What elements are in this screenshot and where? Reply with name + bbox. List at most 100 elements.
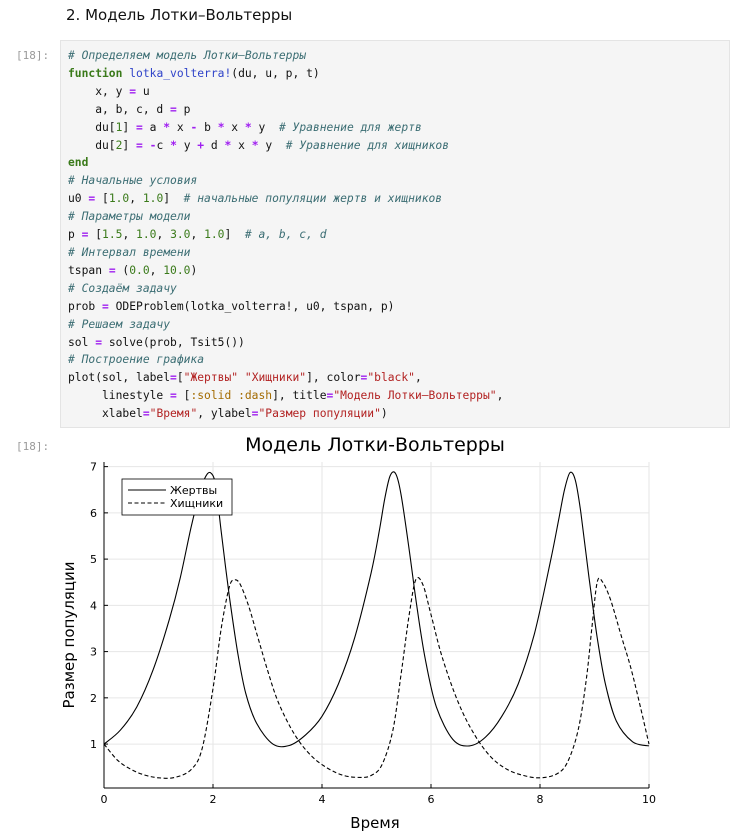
- y-tick-label: 2: [90, 692, 97, 705]
- code-token: 1.0: [142, 192, 164, 206]
- code-token: 0.0: [129, 263, 150, 277]
- code-token: =: [170, 371, 177, 385]
- x-tick-label: 4: [319, 793, 326, 806]
- code-editor[interactable]: # Определяем модель Лотки–Вольтерры funct…: [61, 41, 729, 429]
- code-line: # Создаём задачу: [68, 280, 722, 298]
- code-token: 1.0: [204, 228, 225, 242]
- code-token: "black": [367, 371, 415, 385]
- code-token: u: [136, 84, 150, 98]
- x-tick-label: 10: [642, 793, 656, 806]
- code-token: ], title: [272, 389, 327, 403]
- y-tick-label: 4: [90, 599, 97, 612]
- code-line: tspan = (0.0, 10.0): [68, 262, 722, 280]
- y-tick-label: 7: [90, 461, 97, 474]
- code-token: # Параметры модели: [68, 210, 191, 224]
- code-line: # Начальные условия: [68, 172, 722, 190]
- code-token: b: [197, 120, 218, 134]
- code-token: ,: [122, 228, 137, 242]
- chart-grid: [103, 462, 650, 788]
- series-line-predators: [103, 577, 650, 779]
- code-token: =: [136, 120, 143, 134]
- code-line: plot(sol, label=["Жертвы" "Хищники"], co…: [68, 369, 722, 387]
- code-token: x: [170, 120, 191, 134]
- code-token: # Создаём задачу: [68, 281, 177, 295]
- code-token: ,: [190, 228, 205, 242]
- code-token: prob: [68, 299, 103, 313]
- code-token: :dash: [238, 389, 273, 403]
- code-token: p: [176, 102, 191, 116]
- y-tick-label: 3: [90, 646, 97, 659]
- code-token: "Хищники": [244, 371, 307, 385]
- output-prompt: [18]:: [16, 440, 50, 453]
- code-token: 1.0: [108, 192, 130, 206]
- code-token: =: [170, 102, 177, 116]
- code-token: 10.0: [163, 263, 191, 277]
- y-tick-label: 5: [90, 553, 97, 566]
- code-token: a: [142, 120, 164, 134]
- code-token: ]: [122, 120, 137, 134]
- code-token: ]: [224, 228, 245, 242]
- code-token: x: [224, 120, 245, 134]
- code-token: sol: [68, 335, 96, 349]
- input-prompt: [18]:: [16, 49, 50, 62]
- code-line: a, b, c, d = p: [68, 101, 722, 119]
- code-token: u0: [68, 192, 89, 206]
- code-token: "Время": [149, 407, 198, 421]
- code-token: du[: [68, 138, 116, 152]
- code-token: a, b, c, d: [68, 102, 171, 116]
- chart-series: [103, 471, 650, 779]
- code-token: x: [231, 138, 252, 152]
- code-token: ]: [122, 138, 137, 152]
- code-token: du[: [68, 120, 116, 134]
- code-token: [: [176, 371, 184, 385]
- code-token: ], color: [306, 371, 361, 385]
- code-line: # Определяем модель Лотки–Вольтерры: [68, 47, 722, 65]
- x-tick-label: 6: [428, 793, 435, 806]
- code-token: ): [190, 263, 198, 277]
- code-line: function lotka_volterra!(du, u, p, t): [68, 65, 722, 83]
- code-token: # Уравнение для хищников: [285, 138, 449, 152]
- x-tick-label: 8: [537, 793, 544, 806]
- code-line: p = [1.5, 1.0, 3.0, 1.0] # a, b, c, d: [68, 226, 722, 244]
- code-token: =: [102, 299, 109, 313]
- code-line: xlabel="Время", ylabel="Размер популяции…: [68, 405, 722, 423]
- y-axis-label: Размер популяции: [60, 561, 78, 708]
- code-token: "Модель Лотки–Вольтерры": [333, 389, 497, 403]
- code-token: 1.5: [102, 228, 123, 242]
- code-token: [143, 139, 150, 152]
- code-token: y: [176, 138, 198, 152]
- code-line: # Решаем задачу: [68, 316, 722, 334]
- code-token: # Определяем модель Лотки–Вольтерры: [68, 49, 307, 62]
- y-tick-label: 6: [90, 507, 97, 520]
- code-token: =: [81, 228, 89, 242]
- code-token: # Построение графика: [68, 353, 205, 367]
- code-token: [238, 371, 245, 384]
- y-tick-label: 1: [90, 738, 97, 751]
- series-line-prey: [103, 471, 650, 748]
- code-token: *: [163, 120, 171, 134]
- code-cell[interactable]: # Определяем модель Лотки–Вольтерры funct…: [60, 40, 730, 428]
- code-token: d: [204, 138, 225, 152]
- code-token: =: [129, 84, 137, 98]
- code-line: x, y = u: [68, 83, 722, 101]
- code-token: -: [190, 120, 198, 134]
- code-token: *: [217, 120, 225, 134]
- code-token: , ylabel: [197, 407, 252, 421]
- code-token: (du, u, p, t): [231, 66, 320, 80]
- code-token: # Уравнение для жертв: [278, 120, 422, 134]
- legend-box: [121, 478, 233, 516]
- code-line: # Построение графика: [68, 351, 722, 369]
- code-token: y: [258, 138, 286, 152]
- code-token: =: [136, 138, 143, 152]
- code-token: =: [88, 192, 96, 206]
- code-line: # Интервал времени: [68, 244, 722, 262]
- code-token: *: [251, 138, 259, 152]
- code-token: p: [68, 228, 82, 242]
- code-token: =: [326, 389, 334, 403]
- code-token: =: [95, 335, 103, 349]
- chart-title: Модель Лотки-Вольтерры: [245, 434, 505, 456]
- code-token: "Жертвы": [183, 371, 239, 385]
